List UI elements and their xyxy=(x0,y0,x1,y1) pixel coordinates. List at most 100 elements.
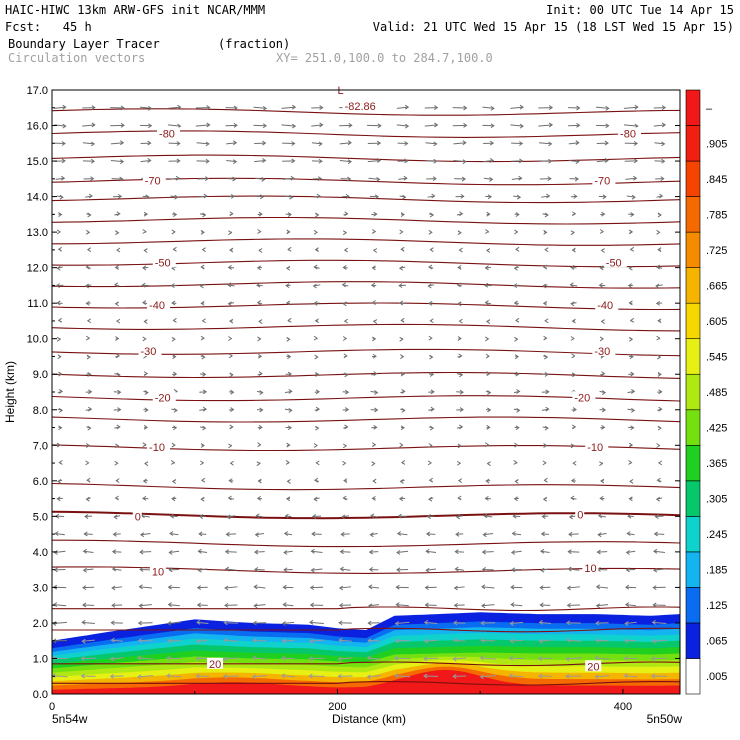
wind-vector xyxy=(311,122,324,128)
wind-vector xyxy=(394,621,410,626)
wind-vector xyxy=(339,549,351,555)
wind-vector xyxy=(650,656,668,662)
wind-vector xyxy=(313,335,318,341)
header-init-time: Init: 00 UTC Tue 14 Apr 15 xyxy=(546,3,734,17)
wind-vector xyxy=(458,318,463,324)
cross-section-start-label: 5n54w xyxy=(52,712,88,726)
wind-vector xyxy=(423,638,438,644)
colorbar-swatch xyxy=(685,658,701,695)
wind-vector xyxy=(338,637,352,643)
wind-vector xyxy=(371,371,378,377)
wind-vector xyxy=(256,300,263,305)
wind-vector xyxy=(56,229,62,235)
wind-vector xyxy=(168,141,181,146)
wind-vector xyxy=(396,550,409,555)
y-tick-label: 15.0 xyxy=(27,156,48,168)
wind-vector xyxy=(596,105,610,111)
wind-vector xyxy=(172,354,177,360)
wind-vector xyxy=(568,122,581,128)
wind-vector xyxy=(57,354,62,360)
wind-vector xyxy=(624,141,639,146)
wind-vector xyxy=(84,283,92,289)
wind-vector xyxy=(456,211,464,217)
wind-vector xyxy=(223,637,239,643)
wind-vector xyxy=(568,159,580,165)
wind-vector xyxy=(570,301,577,307)
contour-label: -40 xyxy=(597,300,613,312)
wind-vector xyxy=(311,514,322,519)
wind-vector xyxy=(457,478,463,484)
wind-vector xyxy=(629,246,635,252)
wind-vector xyxy=(540,531,549,537)
wind-vector xyxy=(565,656,582,662)
wind-vector xyxy=(481,549,494,555)
wind-vector xyxy=(57,407,64,413)
wind-vector xyxy=(284,194,294,200)
wind-vector xyxy=(201,318,206,324)
wind-vector xyxy=(657,372,662,377)
wind-vector xyxy=(253,123,268,129)
wind-vector xyxy=(199,389,208,395)
wind-vector xyxy=(628,460,633,465)
wind-vector xyxy=(229,424,234,430)
wind-vector xyxy=(142,194,150,200)
colorbar-label: .365 xyxy=(706,458,727,470)
isotherm-line xyxy=(52,238,680,246)
wind-vector xyxy=(195,656,210,662)
wind-vector xyxy=(513,300,519,306)
wind-vector xyxy=(286,336,291,342)
wind-vector xyxy=(596,140,609,146)
x-tick-label: 400 xyxy=(614,701,632,713)
contour-label-bg xyxy=(138,345,162,357)
wind-vector xyxy=(198,193,208,199)
wind-vector xyxy=(513,388,521,394)
wind-vector xyxy=(225,531,237,537)
wind-vector xyxy=(510,567,522,573)
contour-label-bg xyxy=(618,127,642,139)
wind-vector xyxy=(86,354,91,360)
wind-vector xyxy=(82,548,94,554)
wind-vector xyxy=(196,638,209,644)
wind-vector xyxy=(342,389,350,395)
wind-vector xyxy=(196,602,208,608)
wind-vector xyxy=(313,193,321,199)
wind-vector xyxy=(600,319,605,324)
wind-vector xyxy=(200,264,205,270)
colorbar-label: .845 xyxy=(706,174,727,186)
wind-vector xyxy=(85,406,93,412)
wind-vector xyxy=(371,265,376,271)
wind-vector xyxy=(315,372,320,377)
wind-vector xyxy=(599,407,607,413)
wind-vector xyxy=(285,212,292,217)
wind-vector xyxy=(486,211,491,217)
wind-vector xyxy=(170,194,179,200)
contour-label: 0 xyxy=(135,511,141,523)
wind-vector xyxy=(199,425,207,431)
contour-label-bg xyxy=(157,127,181,139)
wind-vector xyxy=(372,229,377,234)
wind-vector xyxy=(483,140,495,146)
wind-vector xyxy=(199,212,207,218)
wind-vector xyxy=(367,123,382,129)
wind-vector xyxy=(110,122,125,128)
wind-vector xyxy=(483,177,494,182)
wind-vector xyxy=(82,105,96,110)
wind-vector xyxy=(479,674,496,680)
wind-vector xyxy=(512,513,521,519)
wind-vector xyxy=(254,549,265,555)
wind-vector xyxy=(600,371,606,377)
wind-vector xyxy=(111,566,122,572)
wind-vector xyxy=(85,460,90,466)
wind-vector xyxy=(400,425,405,431)
wind-vector xyxy=(657,406,663,412)
wind-vector xyxy=(54,141,66,146)
wind-vector xyxy=(656,477,662,483)
wind-vector xyxy=(628,425,635,431)
wind-vector xyxy=(400,407,406,413)
y-tick-label: 16.0 xyxy=(27,121,48,133)
wind-vector xyxy=(539,176,552,182)
contour-label: -80 xyxy=(159,128,175,140)
wind-vector xyxy=(570,478,576,484)
wind-vector xyxy=(229,247,234,253)
wind-vector xyxy=(480,620,496,626)
